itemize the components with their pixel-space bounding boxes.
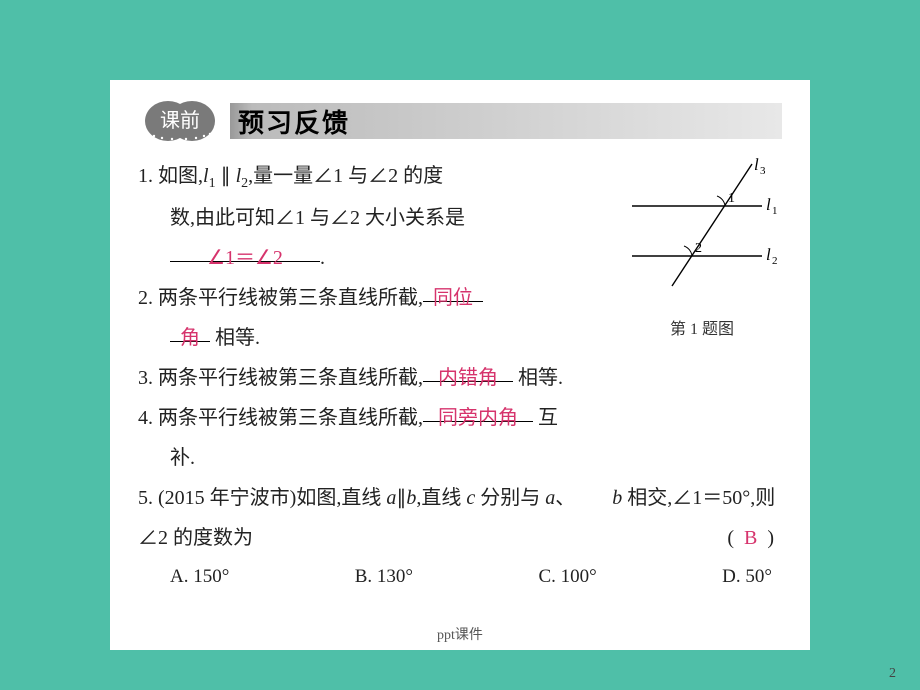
option-d: D. 50° [722, 558, 772, 596]
paren-l: ( [727, 527, 734, 549]
item-5: 5. (2015 年宁波市)如图,直线 a∥b,直线 c 分别与 a、 b 相交… [138, 478, 782, 558]
item-2-ans2: 角 [180, 327, 200, 349]
item-5-answer: B [744, 527, 757, 549]
item-2-line2: 角 相等. [138, 318, 612, 358]
item-2-ans1: 同位 [433, 287, 473, 309]
item-3-num: 3. [138, 367, 153, 389]
item-4-tail: 互 [533, 407, 558, 429]
item-4-answer: 同旁内角 [438, 407, 518, 429]
item-3-text: 两条平行线被第三条直线所截, [158, 367, 423, 389]
item-2: 2. 两条平行线被第三条直线所截,同位 角 相等. [138, 278, 782, 358]
item-4: 4. 两条平行线被第三条直线所截,同旁内角 互 补. [138, 398, 782, 478]
item-1-tail: . [320, 247, 325, 269]
item-2-num: 2. [138, 287, 153, 309]
item-1-text-a: 如图, [158, 165, 203, 187]
item-1-num: 1. [138, 165, 153, 187]
title-bar: 预习反馈 [230, 103, 782, 139]
item-2-text: 两条平行线被第三条直线所截, [158, 287, 423, 309]
item-1-line2: 数,由此可知∠1 与∠2 大小关系是 [138, 198, 612, 238]
item-5-qa: 如图,直线 [296, 487, 386, 509]
item-5-paren: ( B ) [727, 518, 774, 558]
badge-text: 课前 [160, 109, 200, 132]
item-1-text-b: ∥ [216, 165, 236, 187]
slide-background: 课前 预习反馈 l 1 l 2 l 3 [0, 0, 920, 690]
footer-watermark: ppt课件 [110, 624, 810, 644]
option-c: C. 100° [538, 558, 596, 596]
option-a: A. 150° [170, 558, 229, 596]
item-5-options: A. 150° B. 130° C. 100° D. 50° [138, 558, 782, 596]
item-5-qe: 、 [555, 487, 575, 509]
item-3-tail: 相等. [513, 367, 563, 389]
item-2-blank1: 同位 [423, 278, 483, 302]
item-1-blank: ∠1＝∠2 [170, 238, 320, 262]
content-area: l 1 l 2 l 3 1 2 第 1 题图 1. 如图,l1 ∥ l2,量一量… [138, 156, 782, 596]
item-4-blank: 同旁内角 [423, 398, 533, 422]
item-2-tail: 相等. [210, 327, 260, 349]
item-3-answer: 内错角 [438, 367, 498, 389]
header: 课前 预习反馈 [138, 100, 782, 142]
paren-r: ) [767, 527, 774, 549]
title-text: 预习反馈 [238, 103, 350, 140]
option-b: B. 130° [355, 558, 413, 596]
item-1-text-c: ,量一量∠1 与∠2 的度 [248, 165, 443, 187]
item-5-qb: ∥ [396, 487, 406, 509]
page-number: 2 [889, 666, 896, 682]
item-4-num: 4. [138, 407, 153, 429]
item-5-source: (2015 年宁波市) [158, 487, 296, 509]
item-4-text: 两条平行线被第三条直线所截, [158, 407, 423, 429]
badge-keqian: 课前 [138, 100, 222, 142]
item-4-line2: 补. [138, 438, 782, 478]
item-5-qc: ,直线 [416, 487, 466, 509]
content-paper: 课前 预习反馈 l 1 l 2 l 3 [110, 80, 810, 650]
item-5-qd: 分别与 [475, 487, 545, 509]
item-1-answer: ∠1＝∠2 [207, 247, 283, 269]
item-5-num: 5. [138, 487, 153, 509]
item-3: 3. 两条平行线被第三条直线所截,内错角 相等. [138, 358, 782, 398]
item-1: 1. 如图,l1 ∥ l2,量一量∠1 与∠2 的度 数,由此可知∠1 与∠2 … [138, 156, 782, 278]
item-3-blank: 内错角 [423, 358, 513, 382]
